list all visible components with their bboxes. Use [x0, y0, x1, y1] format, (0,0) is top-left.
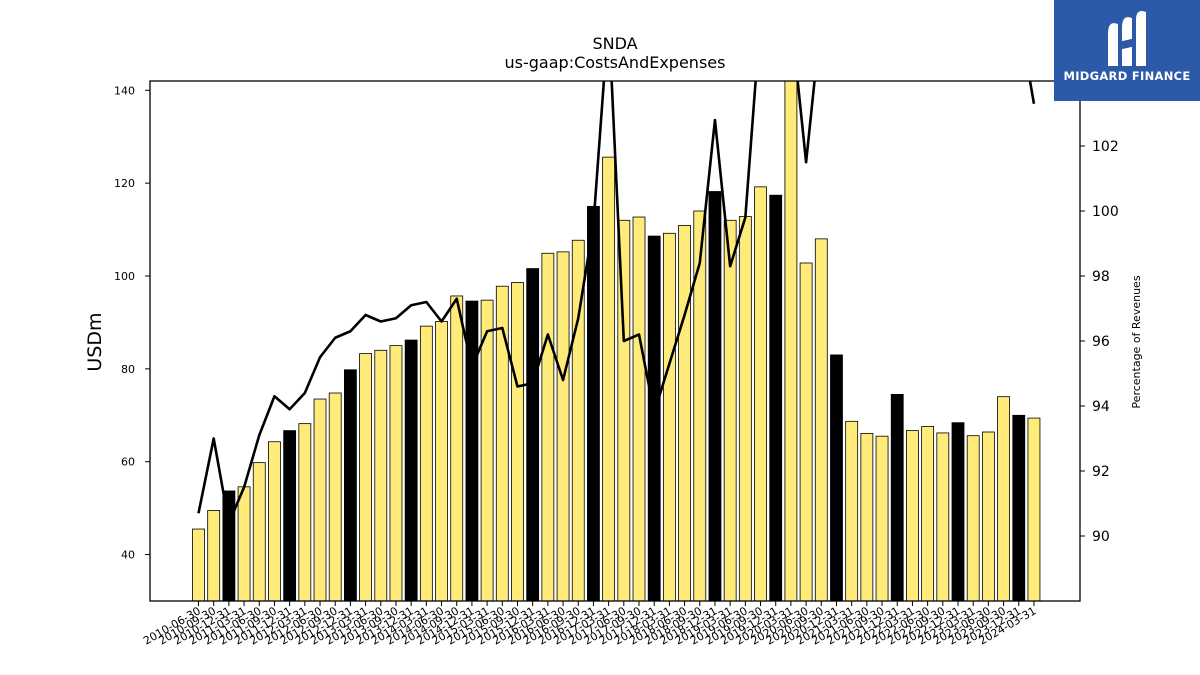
midgard-logo-mark-icon [1108, 11, 1146, 66]
bar [556, 251, 570, 601]
bar [738, 216, 752, 601]
bar [192, 528, 205, 601]
bar [207, 510, 221, 601]
bar [587, 205, 600, 601]
chart-title: SNDA [592, 34, 637, 53]
bar [526, 268, 540, 601]
y-tick-label: 60 [121, 456, 135, 469]
bar [602, 156, 616, 601]
bar [997, 396, 1010, 601]
bar [450, 295, 464, 601]
bar [647, 235, 661, 601]
bar [906, 430, 919, 601]
bar [708, 191, 722, 601]
bar [480, 299, 494, 601]
bar [890, 393, 904, 601]
bar [222, 490, 236, 601]
bar [389, 345, 403, 601]
bar [1012, 414, 1026, 601]
bar [374, 349, 388, 601]
bar [283, 430, 297, 601]
y-tick-label: 120 [114, 177, 135, 190]
bar [754, 186, 767, 601]
bar [662, 232, 676, 601]
bar [951, 422, 965, 601]
bar [799, 262, 813, 601]
bar [268, 441, 281, 601]
bar [359, 353, 372, 601]
bar [511, 282, 524, 601]
bar [723, 219, 737, 601]
brand-name: MIDGARD FINANCE [1063, 69, 1191, 83]
bar [419, 325, 433, 601]
midgard-finance-logo: MIDGARD FINANCE [1054, 0, 1200, 101]
bar [966, 435, 980, 601]
bar [678, 224, 691, 601]
bar [313, 398, 327, 601]
bar [830, 354, 843, 601]
bar [936, 432, 950, 601]
bar [465, 300, 479, 601]
bar [693, 210, 707, 601]
y2-tick-label: 102 [1092, 139, 1119, 155]
y2-tick-label: 90 [1092, 529, 1110, 545]
y2-tick-label: 98 [1092, 269, 1110, 285]
y-tick-label: 140 [114, 84, 135, 97]
bar [252, 462, 266, 601]
bar [343, 369, 357, 601]
y-axis-label: USDm [84, 312, 106, 371]
y2-tick-label: 100 [1092, 204, 1119, 220]
bar [237, 486, 251, 601]
bar [435, 321, 448, 601]
bar [632, 216, 646, 601]
bar [769, 194, 783, 601]
bar [981, 431, 995, 601]
y-tick-label: 80 [121, 363, 135, 376]
bar [1027, 417, 1041, 601]
bar [784, 81, 798, 601]
bar [404, 339, 418, 601]
bar [541, 252, 555, 601]
bar [860, 432, 874, 601]
expense-ratio-line [197, 81, 1036, 525]
bar [328, 392, 342, 601]
bar [814, 238, 828, 601]
bar [845, 420, 859, 601]
bar [921, 426, 935, 601]
bar [298, 423, 312, 601]
y-tick-label: 100 [114, 270, 135, 283]
y2-tick-label: 92 [1092, 464, 1110, 480]
y2-tick-label: 96 [1092, 334, 1110, 350]
y-tick-label: 40 [121, 549, 135, 562]
bar [875, 435, 889, 601]
y2-tick-label: 94 [1092, 399, 1110, 415]
bar [495, 285, 509, 601]
y2-axis-label: Percentage of Revenues [1130, 275, 1143, 408]
chart-subtitle: us-gaap:CostsAndExpenses [505, 53, 726, 72]
